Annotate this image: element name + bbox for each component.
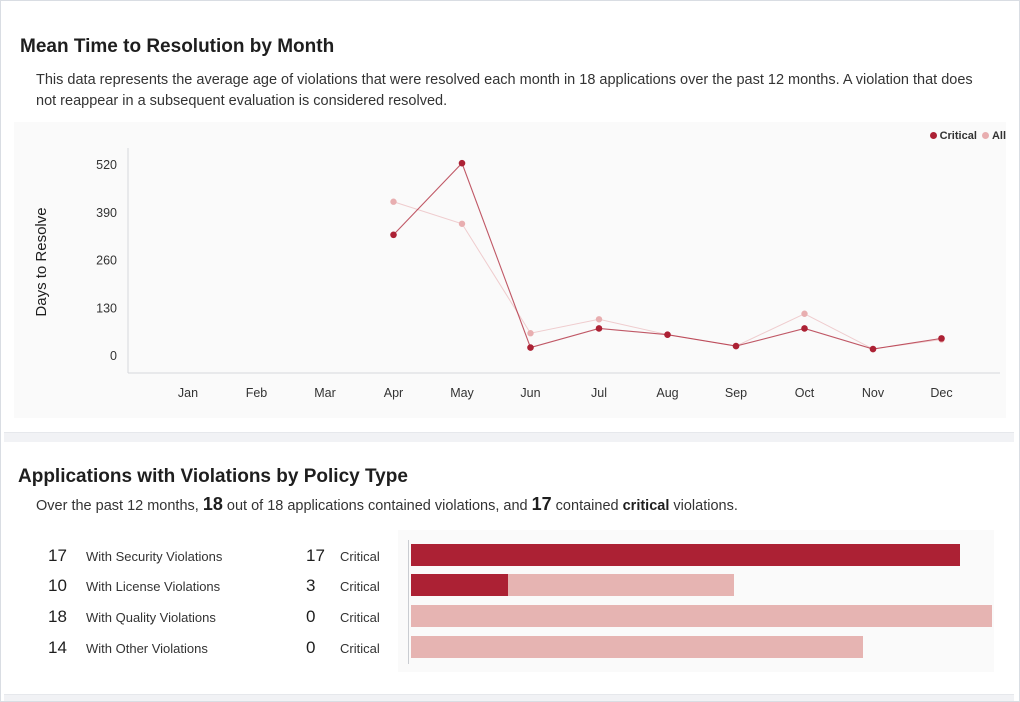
x-tick-label: Jan bbox=[178, 386, 198, 400]
row-critical-label: Critical bbox=[340, 579, 380, 594]
row-count: 14 bbox=[48, 638, 67, 657]
y-tick-label: 130 bbox=[96, 301, 117, 315]
mttr-description: This data represents the average age of … bbox=[36, 72, 973, 109]
bottom-separator bbox=[4, 694, 1014, 701]
summary-contained: contained bbox=[551, 498, 623, 514]
row-critical-label: Critical bbox=[340, 549, 380, 564]
row-count: 17 bbox=[48, 546, 67, 565]
critical-series-line bbox=[393, 162, 942, 350]
row-label: With License Violations bbox=[86, 579, 221, 594]
summary-apps-with-critical: 17 bbox=[531, 494, 552, 514]
row-label: With Other Violations bbox=[86, 641, 208, 656]
row-critical-count: 0 bbox=[306, 607, 316, 626]
y-axis-label: Days to Resolve bbox=[33, 207, 50, 316]
all-violations-bar bbox=[411, 636, 863, 658]
chart-legend: Critical All bbox=[929, 130, 1006, 142]
summary-apps-with-violations: 18 bbox=[202, 494, 223, 514]
row-axis-line bbox=[408, 540, 409, 572]
legend-all-swatch bbox=[981, 132, 989, 139]
summary-suffix: violations. bbox=[669, 498, 738, 514]
mttr-chart: 0 130 260 390 520 Jan Feb Mar Apr May Jun Jul Aug Sep… bbox=[33, 148, 1000, 400]
critical-data-point bbox=[664, 331, 671, 338]
mttr-title: Mean Time to Resolution by Month bbox=[20, 36, 335, 57]
x-tick-label: Sep bbox=[725, 386, 747, 400]
row-count: 10 bbox=[48, 576, 67, 595]
policy-row-license: 10 With License Violations 3 Critical bbox=[0, 570, 1020, 602]
y-tick-label: 390 bbox=[96, 206, 117, 220]
summary-critical-word: critical bbox=[622, 498, 670, 514]
row-critical-count: 3 bbox=[306, 576, 316, 595]
row-critical-label: Critical bbox=[340, 610, 380, 625]
x-tick-label: Nov bbox=[862, 386, 885, 400]
critical-violations-bar bbox=[411, 574, 508, 596]
critical-data-point bbox=[869, 345, 877, 353]
legend-critical-label: Critical bbox=[939, 130, 977, 142]
critical-data-point bbox=[801, 325, 808, 332]
all-data-point bbox=[527, 330, 534, 337]
x-tick-label: Mar bbox=[314, 386, 336, 400]
policy-row-quality: 18 With Quality Violations 0 Critical bbox=[0, 601, 1020, 633]
row-axis-line bbox=[408, 601, 409, 633]
x-tick-label: Jun bbox=[520, 386, 540, 400]
x-tick-label: Oct bbox=[795, 386, 815, 400]
policy-title: Applications with Violations by Policy T… bbox=[18, 466, 408, 487]
legend-critical-swatch bbox=[929, 132, 937, 139]
x-tick-label: Jul bbox=[591, 386, 607, 400]
mttr-chart-area bbox=[14, 122, 1006, 418]
row-label: With Security Violations bbox=[86, 549, 223, 564]
y-tick-label: 520 bbox=[96, 158, 117, 172]
critical-data-point bbox=[458, 159, 466, 167]
row-critical-count: 17 bbox=[306, 546, 325, 565]
x-tick-label: May bbox=[450, 386, 474, 400]
y-tick-label: 0 bbox=[110, 349, 117, 363]
row-critical-count: 0 bbox=[306, 638, 316, 657]
x-tick-label: Dec bbox=[930, 386, 952, 400]
row-count: 18 bbox=[48, 607, 67, 626]
y-tick-label: 260 bbox=[96, 254, 117, 268]
all-data-point bbox=[801, 310, 808, 317]
critical-data-point bbox=[527, 344, 534, 351]
row-axis-line bbox=[408, 570, 409, 602]
row-critical-label: Critical bbox=[340, 641, 380, 656]
all-series-line bbox=[393, 201, 942, 350]
x-tick-label: Apr bbox=[384, 386, 403, 400]
all-data-point bbox=[458, 220, 466, 227]
legend-all-label: All bbox=[991, 130, 1006, 142]
all-violations-bar bbox=[411, 605, 992, 627]
policy-row-security: 17 With Security Violations 17 Critical bbox=[0, 540, 1020, 572]
summary-middle: out of 18 applications contained violati… bbox=[222, 498, 532, 514]
all-data-point bbox=[390, 198, 397, 205]
x-tick-label: Feb bbox=[246, 386, 268, 400]
critical-data-point bbox=[938, 335, 945, 342]
all-data-point bbox=[595, 316, 603, 323]
critical-data-point bbox=[595, 325, 603, 332]
x-tick-label: Aug bbox=[656, 386, 678, 400]
critical-data-point bbox=[732, 342, 740, 350]
summary-prefix: Over the past 12 months, bbox=[36, 498, 203, 514]
policy-summary: Over the past 12 months, 18 out of 18 ap… bbox=[36, 494, 738, 515]
row-label: With Quality Violations bbox=[86, 610, 216, 625]
critical-violations-bar bbox=[411, 544, 960, 566]
policy-row-other: 14 With Other Violations 0 Critical bbox=[0, 632, 1020, 664]
row-axis-line bbox=[408, 632, 409, 664]
critical-data-point bbox=[390, 231, 397, 239]
